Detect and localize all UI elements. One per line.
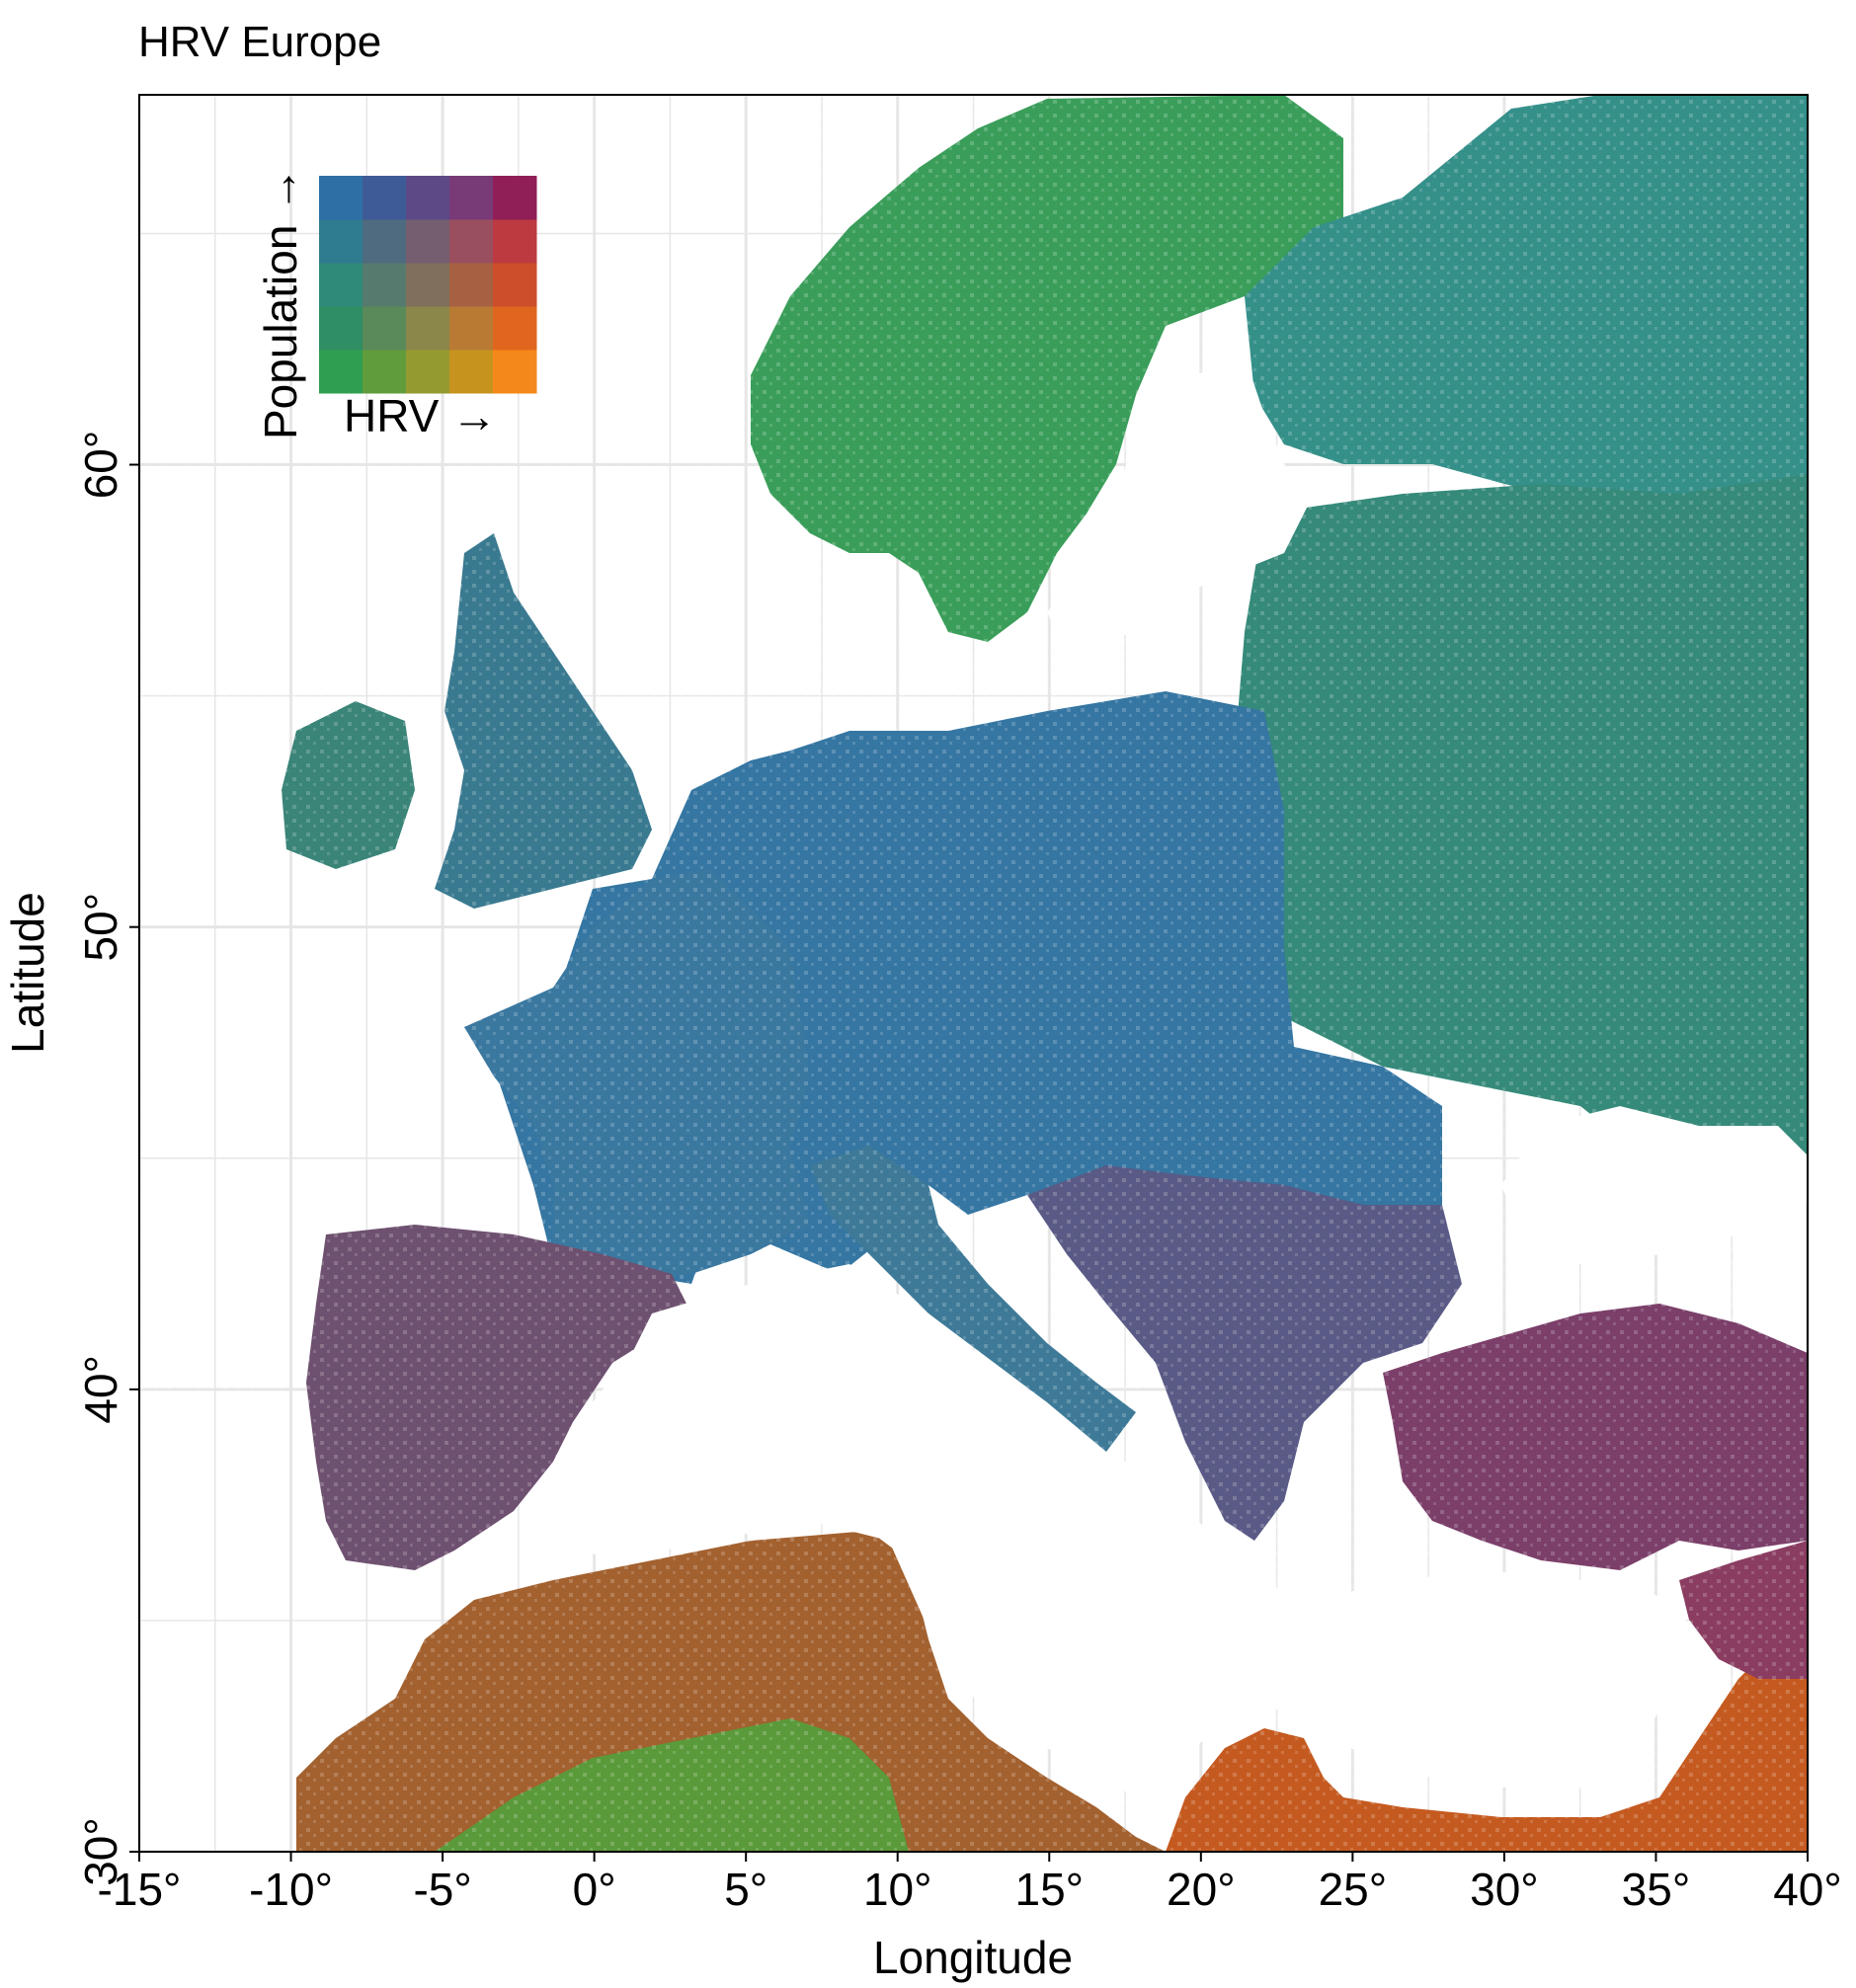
legend-cell [449, 306, 494, 351]
legend-grid [319, 176, 537, 394]
legend-cell [319, 263, 363, 307]
y-tick-label: 30° [75, 1817, 126, 1886]
legend-cell [493, 219, 537, 264]
legend-cell [363, 219, 407, 264]
x-axis: -15° -10° -5° 0° 5° 10° 15° 20° 25° 30° 35° 40° [98, 1852, 1842, 1915]
x-tick-label: 5° [724, 1864, 767, 1915]
legend-cell [449, 350, 494, 394]
x-tick-label: 25° [1319, 1864, 1388, 1915]
legend-cell [406, 263, 450, 307]
x-tick-label: 35° [1622, 1864, 1691, 1915]
x-axis-title: Longitude [873, 1932, 1073, 1983]
legend-cell [493, 350, 537, 394]
legend-cell [319, 176, 363, 220]
legend-y-label: Population → [255, 167, 306, 439]
legend-cell [449, 176, 494, 220]
legend-cell [406, 306, 450, 351]
legend-cell [363, 306, 407, 351]
x-tick-label: -5° [413, 1864, 471, 1915]
y-axis-title: Latitude [2, 892, 53, 1054]
legend-x-label: HRV → [344, 390, 497, 441]
legend-cell [363, 350, 407, 394]
x-tick-label: 10° [863, 1864, 932, 1915]
legend-cell [363, 263, 407, 307]
x-tick-label: 40° [1773, 1864, 1842, 1915]
legend-cell [493, 176, 537, 220]
legend-cell [406, 350, 450, 394]
legend-cell [319, 350, 363, 394]
legend-cell [449, 219, 494, 264]
x-tick-label: -10° [249, 1864, 333, 1915]
legend-cell [363, 176, 407, 220]
y-axis: 30° 40° 50° 60° [75, 431, 139, 1886]
x-tick-label: 0° [573, 1864, 616, 1915]
legend-cell [449, 263, 494, 307]
legend-cell [406, 219, 450, 264]
y-tick-label: 50° [75, 893, 126, 962]
y-tick-label: 60° [75, 431, 126, 500]
bivariate-legend: HRV → Population → [255, 167, 537, 441]
y-tick-label: 40° [75, 1355, 126, 1424]
legend-cell [319, 219, 363, 264]
legend-cell [493, 263, 537, 307]
legend-cell [493, 306, 537, 351]
legend-cell [319, 306, 363, 351]
x-tick-label: 30° [1470, 1864, 1539, 1915]
x-tick-label: 20° [1167, 1864, 1236, 1915]
x-tick-label: 15° [1014, 1864, 1084, 1915]
legend-cell [406, 176, 450, 220]
